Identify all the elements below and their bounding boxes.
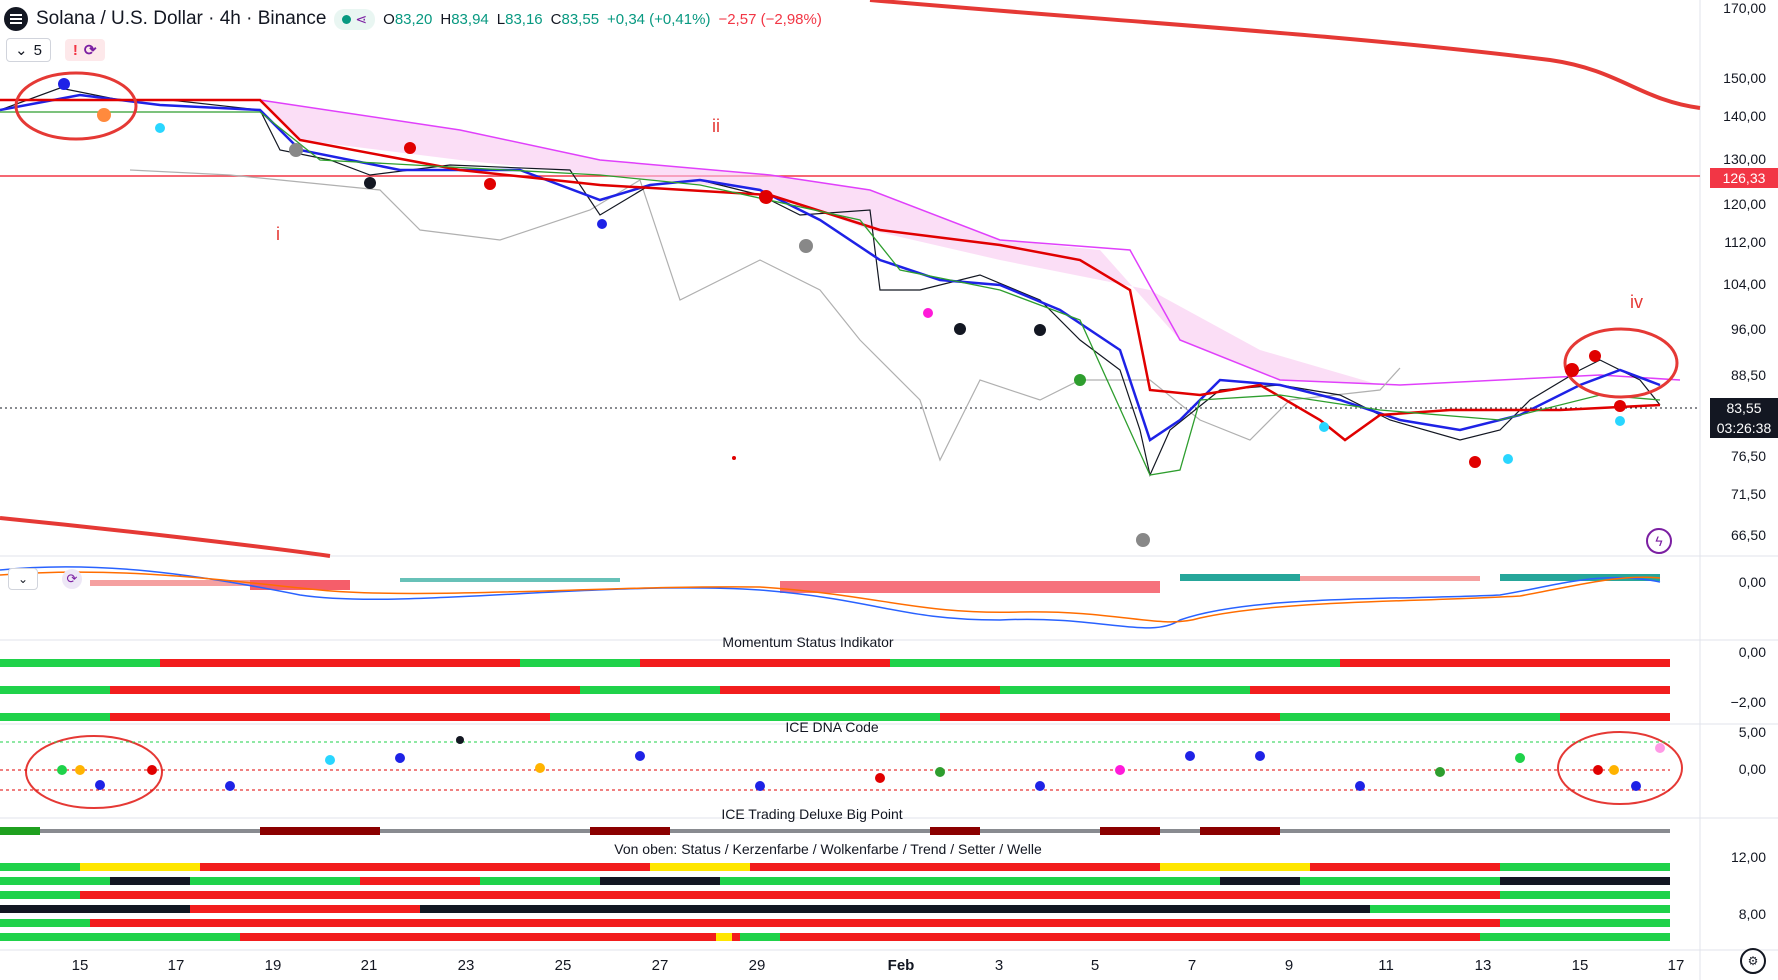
refresh-icon[interactable]: ⟳ [83,42,97,59]
price-axis-label: 71,50 [1730,486,1766,502]
share-icon: ⋖ [355,10,368,27]
long-ma-bottom [0,516,331,558]
dna-axis-label: 5,00 [1738,724,1766,740]
time-axis-label: 19 [264,957,282,974]
time-axis-label: 25 [554,957,572,974]
momentum-axis-label: −2,00 [1730,694,1766,710]
green-ma [0,111,1661,476]
last-price-value: 83,55 [1726,400,1762,416]
annotation-circle-1 [14,71,138,141]
price-axis-label: 120,00 [1723,196,1766,212]
price-axis-label: 104,00 [1723,276,1766,292]
bigpoint-row [0,827,1670,835]
price-axis-label: 88,50 [1730,367,1766,383]
collapse-pane-button[interactable]: ⌄ [8,568,38,590]
annotation-circle-2 [1563,327,1679,399]
time-axis-label: 27 [651,957,669,974]
level-price-tag: 126,33 [1710,168,1778,188]
warning-icon: ! [72,41,78,59]
long-ma-top [869,0,1701,110]
bigpoint-pane-title: ICE Trading Deluxe Big Point [721,806,903,822]
fast-ma-blue [0,93,1661,442]
price-line [0,87,1661,477]
signal-line [0,571,1661,623]
price-axis-label: 150,00 [1723,70,1766,86]
time-axis-label: 3 [994,957,1004,974]
price-axis-label: 140,00 [1723,108,1766,124]
cloud-fill [260,100,1380,385]
price-axis-label: 76,50 [1730,448,1766,464]
time-axis-label: 17 [167,957,185,974]
solana-logo [4,7,28,31]
market-status-badge[interactable]: ⋖ [334,8,376,30]
refresh-icon[interactable]: ⟳ [62,569,82,589]
momentum-rows [0,659,1670,721]
dna-pane-title: ICE DNA Code [785,719,879,735]
status-axis-label: 8,00 [1738,906,1766,922]
time-axis-label: 11 [1378,957,1394,974]
symbol-legend[interactable]: Solana / U.S. Dollar · 4h · Binance ⋖ O8… [0,4,822,34]
price-axis-label: 170,00 [1723,0,1766,16]
indicator-count-chip[interactable]: ⌄ 5 [6,38,51,62]
change-negative: −2,57 (−2,98%) [718,10,822,28]
cloud-edge-magenta [0,99,1681,386]
status-rows [0,863,1670,941]
macd-line [0,566,1661,629]
last-price-tag: 83,55 03:26:38 [1710,398,1778,438]
time-axis-label: 15 [1571,957,1589,974]
signal-ma-red [0,98,1661,442]
time-axis-label: 17 [1667,957,1685,974]
time-axis-label: 21 [360,957,378,974]
warning-chip[interactable]: ! ⟳ [64,39,105,61]
wave-label-iv: iv [1630,292,1643,312]
status-axis-label: 12,00 [1730,849,1766,865]
annotation-circle-3 [25,735,163,809]
price-axis-label: 130,00 [1723,151,1766,167]
time-axis-label: 29 [748,957,766,974]
ohlc-values: O83,20 H83,94 L83,16 C83,55 +0,34 (+0,41… [383,10,711,28]
lightning-icon[interactable]: ϟ [1646,528,1672,554]
momentum-pane-title: Momentum Status Indikator [722,634,894,650]
wave-label-ii: ii [712,116,720,136]
chevron-down-icon: ⌄ [17,572,29,586]
symbol-title[interactable]: Solana / U.S. Dollar · 4h · Binance [36,8,327,29]
time-axis-label: 9 [1284,957,1294,974]
settings-icon[interactable]: ⚙ [1740,948,1766,974]
lagging-line [129,169,1401,462]
time-axis-label: 7 [1187,957,1197,974]
macd-histogram [90,574,1660,593]
market-open-dot [342,14,352,24]
time-axis-label: Feb [887,957,915,974]
macd-axis-label: 0,00 [1738,574,1766,590]
chevron-down-icon: ⌄ [15,42,28,59]
dna-axis-label: 0,00 [1738,761,1766,777]
price-axis-label: 66,50 [1730,527,1766,543]
dna-dots [0,736,1670,791]
annotation-circle-4 [1557,731,1683,805]
momentum-axis-label: 0,00 [1738,644,1766,660]
price-axis-label: 112,00 [1724,234,1766,250]
time-axis-label: 13 [1474,957,1492,974]
wave-label-i: i [276,224,280,244]
time-axis-label: 5 [1090,957,1100,974]
time-axis-label: 15 [71,957,89,974]
price-axis-label: 96,00 [1730,321,1766,337]
indicator-controls: ⌄ 5 ! ⟳ [6,38,105,62]
change-value: +0,34 (+0,41%) [607,10,711,28]
time-axis-label: 23 [457,957,475,974]
bar-countdown: 03:26:38 [1716,420,1772,436]
status-pane-title: Von oben: Status / Kerzenfarbe / Wolkenf… [614,841,1042,857]
